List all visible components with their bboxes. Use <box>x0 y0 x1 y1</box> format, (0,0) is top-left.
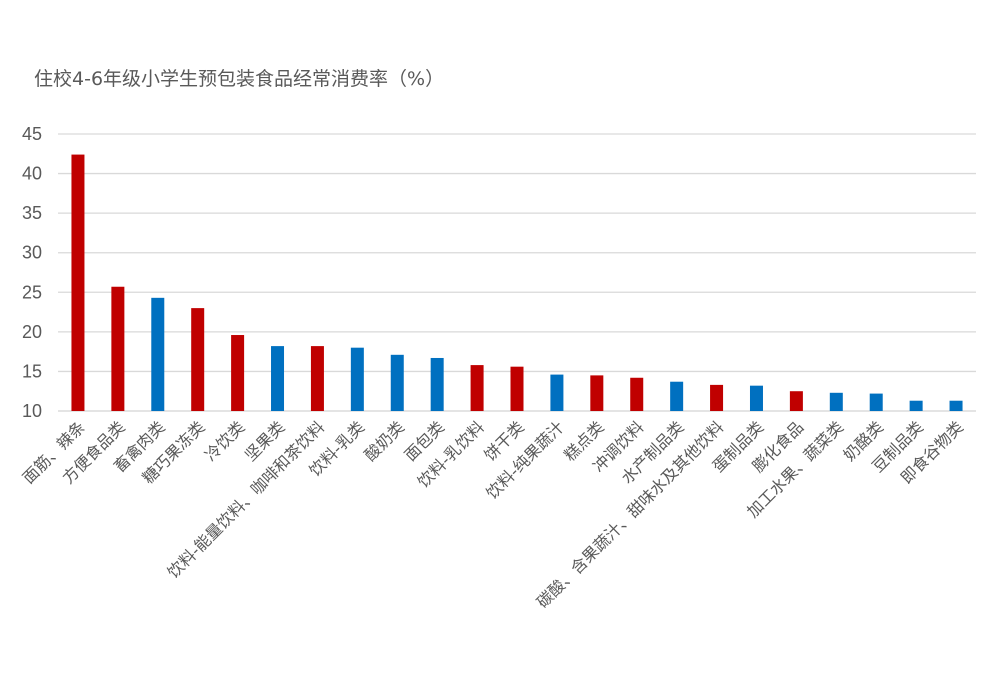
bar <box>949 400 963 411</box>
bar <box>670 381 684 411</box>
bar <box>749 385 763 411</box>
y-axis-ticks: 10 15 20 25 30 35 40 45 <box>22 124 42 421</box>
bar <box>710 384 724 411</box>
x-axis-labels: 面筋、辣条方便食品类畜禽肉类糖巧果冻类冷饮类坚果类饮料-能量饮料、咖啡和茶饮料饮… <box>19 417 967 611</box>
bars <box>71 154 963 411</box>
x-tick-label: 冷饮类 <box>201 417 248 464</box>
bar <box>550 374 564 411</box>
bar <box>630 377 644 411</box>
bar <box>310 346 324 411</box>
bar <box>71 154 85 411</box>
x-tick-label: 酸奶类 <box>361 417 408 464</box>
bar <box>390 354 404 411</box>
bar <box>191 308 205 411</box>
bar <box>510 366 524 411</box>
bar <box>869 393 883 411</box>
y-tick-label: 45 <box>22 124 42 144</box>
y-tick-label: 10 <box>22 401 42 421</box>
bar <box>590 375 604 411</box>
bar <box>909 400 923 411</box>
y-tick-label: 15 <box>22 361 42 381</box>
chart-title: 住校4-6年级小学生预包装食品经常消费率（%） <box>34 68 445 90</box>
y-tick-label: 25 <box>22 282 42 302</box>
bar <box>111 286 125 411</box>
y-tick-label: 40 <box>22 164 42 184</box>
bar <box>350 347 364 411</box>
y-tick-label: 30 <box>22 243 42 263</box>
bar <box>470 365 484 411</box>
bar <box>430 357 444 411</box>
bar <box>271 346 285 411</box>
y-tick-label: 35 <box>22 203 42 223</box>
bar <box>231 335 245 411</box>
y-tick-label: 20 <box>22 322 42 342</box>
bar <box>789 391 803 411</box>
bar <box>151 297 165 411</box>
bar <box>829 392 843 411</box>
